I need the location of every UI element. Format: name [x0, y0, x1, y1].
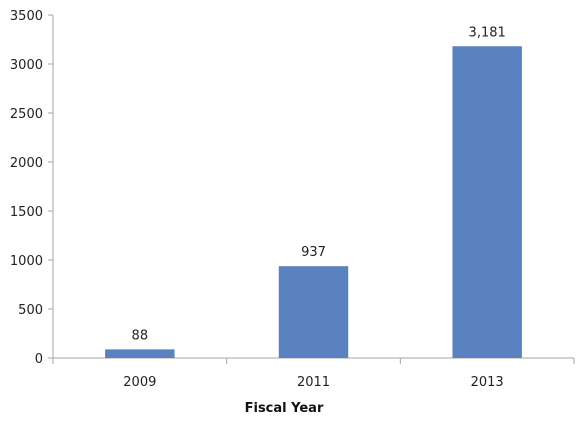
y-axis: 0 500 1000 1500 2000 2500 3000 3500: [10, 9, 54, 367]
data-labels: 88 937 3,181: [132, 25, 506, 343]
y-tick-label: 0: [35, 352, 43, 367]
data-label-2009: 88: [132, 328, 149, 343]
y-tick-label: 2000: [10, 156, 43, 171]
bars: [105, 46, 522, 359]
y-tick-label: 500: [18, 303, 43, 318]
x-tick-label: 2011: [297, 375, 330, 390]
bar-2013: [452, 46, 522, 359]
y-tick-label: 1000: [10, 254, 43, 269]
x-tick-label: 2013: [471, 375, 504, 390]
data-label-2013: 3,181: [469, 25, 506, 40]
bar-2009: [105, 349, 175, 358]
bar-2011: [278, 266, 349, 358]
x-tick-label: 2009: [123, 375, 156, 390]
y-tick-label: 3000: [10, 58, 43, 73]
y-tick-label: 1500: [10, 205, 43, 220]
data-label-2011: 937: [301, 245, 326, 260]
y-tick-label: 2500: [10, 107, 43, 122]
y-tick-label: 3500: [10, 9, 43, 24]
x-axis-title: Fiscal Year: [245, 401, 324, 416]
x-axis: 2009 2011 2013: [52, 357, 575, 390]
